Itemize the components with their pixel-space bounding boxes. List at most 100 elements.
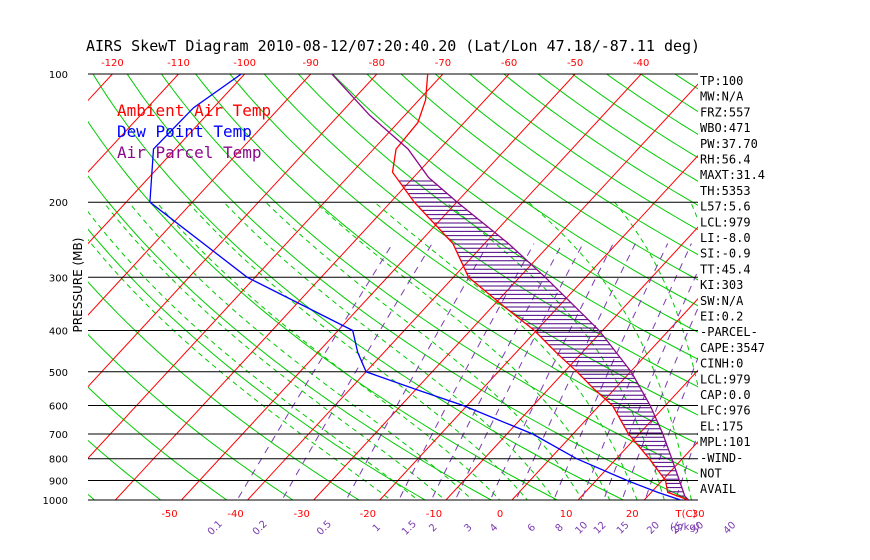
- mixing-ratio-tick-label: 1.5: [400, 519, 419, 538]
- mixing-ratio-tick-label: 8: [554, 522, 566, 534]
- mixing-ratio-tick-label: 0.5: [315, 519, 334, 538]
- top-temp-tick-label: -90: [303, 58, 319, 69]
- top-temp-tick-label: -50: [567, 58, 583, 69]
- dry-adiabat-line: [537, 74, 698, 182]
- isotherm-line: [843, 74, 870, 500]
- isotherm-line: [88, 74, 245, 245]
- index-label: TT:45.4: [700, 262, 751, 276]
- mixing-ratio-tick-label: 1: [371, 522, 383, 534]
- index-label: MW:N/A: [700, 90, 744, 104]
- mixing-ratio-tick-label: 3: [462, 522, 474, 534]
- index-label: MPL:101: [700, 435, 751, 449]
- mixing-ratio-tick-label: 2: [427, 522, 439, 534]
- index-label: CINH:0: [700, 357, 743, 371]
- dry-adiabat-line: [263, 74, 698, 388]
- pressure-tick-label: 1000: [43, 496, 68, 507]
- bottom-temp-tick-label: 20: [626, 509, 639, 520]
- bottom-temp-tick-label: 0: [497, 509, 503, 520]
- dry-adiabat-line: [229, 74, 698, 416]
- index-label: L57:5.6: [700, 200, 751, 214]
- dry-adiabat-line: [435, 74, 698, 256]
- index-label: TP:100: [700, 74, 743, 88]
- mixing-ratio-tick-label: 0.2: [251, 519, 270, 538]
- mixing-ratio-line: [515, 243, 636, 500]
- profile-lines: [149, 74, 689, 500]
- moist-adiabat-line: [753, 202, 773, 509]
- bottom-temp-tick-label: 30: [692, 509, 705, 520]
- index-label: LFC:976: [700, 404, 751, 418]
- dry-adiabat-line: [366, 74, 698, 307]
- dry-adiabat-line: [778, 74, 870, 509]
- pressure-tick-label: 700: [49, 430, 68, 441]
- top-temp-tick-label: -70: [435, 58, 451, 69]
- dry-adiabat-line: [332, 74, 698, 333]
- dry-adiabat-line: [126, 74, 691, 500]
- moist-adiabat-line: [128, 201, 474, 500]
- dry-adiabat-line: [88, 493, 96, 500]
- moist-adiabat-line: [374, 201, 638, 500]
- mixing-ratio-line: [454, 243, 584, 500]
- isotherm-line: [0, 74, 46, 500]
- mixing-ratio-tick-label: 20: [645, 520, 662, 537]
- index-label: -WIND-: [700, 451, 743, 465]
- mixing-ratio-line: [489, 243, 614, 500]
- top-temp-tick-label: -120: [101, 58, 124, 69]
- dry-adiabat-line: [195, 74, 698, 445]
- index-label: LI:-8.0: [700, 231, 751, 245]
- bottom-temp-tick-label: -10: [426, 509, 442, 520]
- y-axis-label: PRESSURE (MB): [71, 238, 85, 333]
- index-label: SW:N/A: [700, 294, 744, 308]
- index-label: NOT: [700, 467, 722, 481]
- isotherm-line: [88, 74, 312, 316]
- moist-adiabat-line: [445, 201, 665, 500]
- dry-adiabats: [88, 74, 870, 509]
- mixing-ratio-tick-label: 40: [722, 520, 739, 537]
- top-temp-tick-label: -40: [633, 58, 649, 69]
- index-label: LCL:979: [700, 215, 751, 229]
- moist-adiabat-line: [103, 201, 446, 500]
- isotherm-line: [88, 74, 179, 173]
- top-temp-tick-label: -80: [369, 58, 385, 69]
- dry-adiabat-line: [88, 333, 294, 500]
- dry-adiabat-line: [503, 74, 698, 206]
- air-parcel-templine: [331, 74, 689, 500]
- pressure-tick-label: 500: [49, 368, 68, 379]
- moist-adiabat-line: [314, 201, 611, 500]
- bottom-temp-tick-label: -40: [227, 509, 243, 520]
- mixing-ratio-line: [430, 243, 563, 500]
- isotherm-line: [88, 74, 444, 459]
- dry-adiabat-line: [812, 74, 870, 509]
- index-label: CAP:0.0: [700, 388, 751, 402]
- index-label: MAXT:31.4: [700, 168, 765, 182]
- dry-adiabat-line: [88, 175, 493, 500]
- pressure-tick-label: 100: [49, 70, 68, 81]
- dry-adiabat-line: [161, 74, 698, 475]
- pressure-tick-label: 200: [49, 198, 68, 209]
- isotherm-line: [445, 226, 698, 500]
- moist-adiabat-line: [88, 210, 419, 500]
- isotherm-line: [181, 74, 576, 500]
- dry-adiabat-line: [572, 74, 698, 159]
- pressure-tick-label: 300: [49, 273, 68, 284]
- index-label: WBO:471: [700, 121, 751, 135]
- moist-adiabat-line: [528, 201, 692, 500]
- index-label: AVAIL: [700, 482, 736, 496]
- top-temp-tick-label: -100: [233, 58, 256, 69]
- isotherm-line: [88, 74, 378, 388]
- mixing-ratio-line: [749, 244, 836, 510]
- index-label: FRZ:557: [700, 105, 751, 119]
- index-label: EI:0.2: [700, 310, 743, 324]
- dry-adiabat-line: [400, 74, 698, 281]
- moist-adiabat-line: [156, 201, 501, 500]
- mixing-ratio-tick-label: 12: [592, 520, 609, 537]
- pressure-tick-label: 900: [49, 477, 68, 488]
- dry-adiabat-line: [92, 74, 625, 500]
- mixing-ratio-line: [236, 243, 394, 500]
- legend-entry: Dew Point Temp: [117, 122, 252, 141]
- dry-adiabat-line: [298, 74, 698, 360]
- index-label: LCL:979: [700, 372, 751, 386]
- moist-adiabat-line: [187, 201, 528, 500]
- bottom-temp-tick-label: -50: [161, 509, 177, 520]
- temp-unit-label: T(C): [675, 509, 697, 520]
